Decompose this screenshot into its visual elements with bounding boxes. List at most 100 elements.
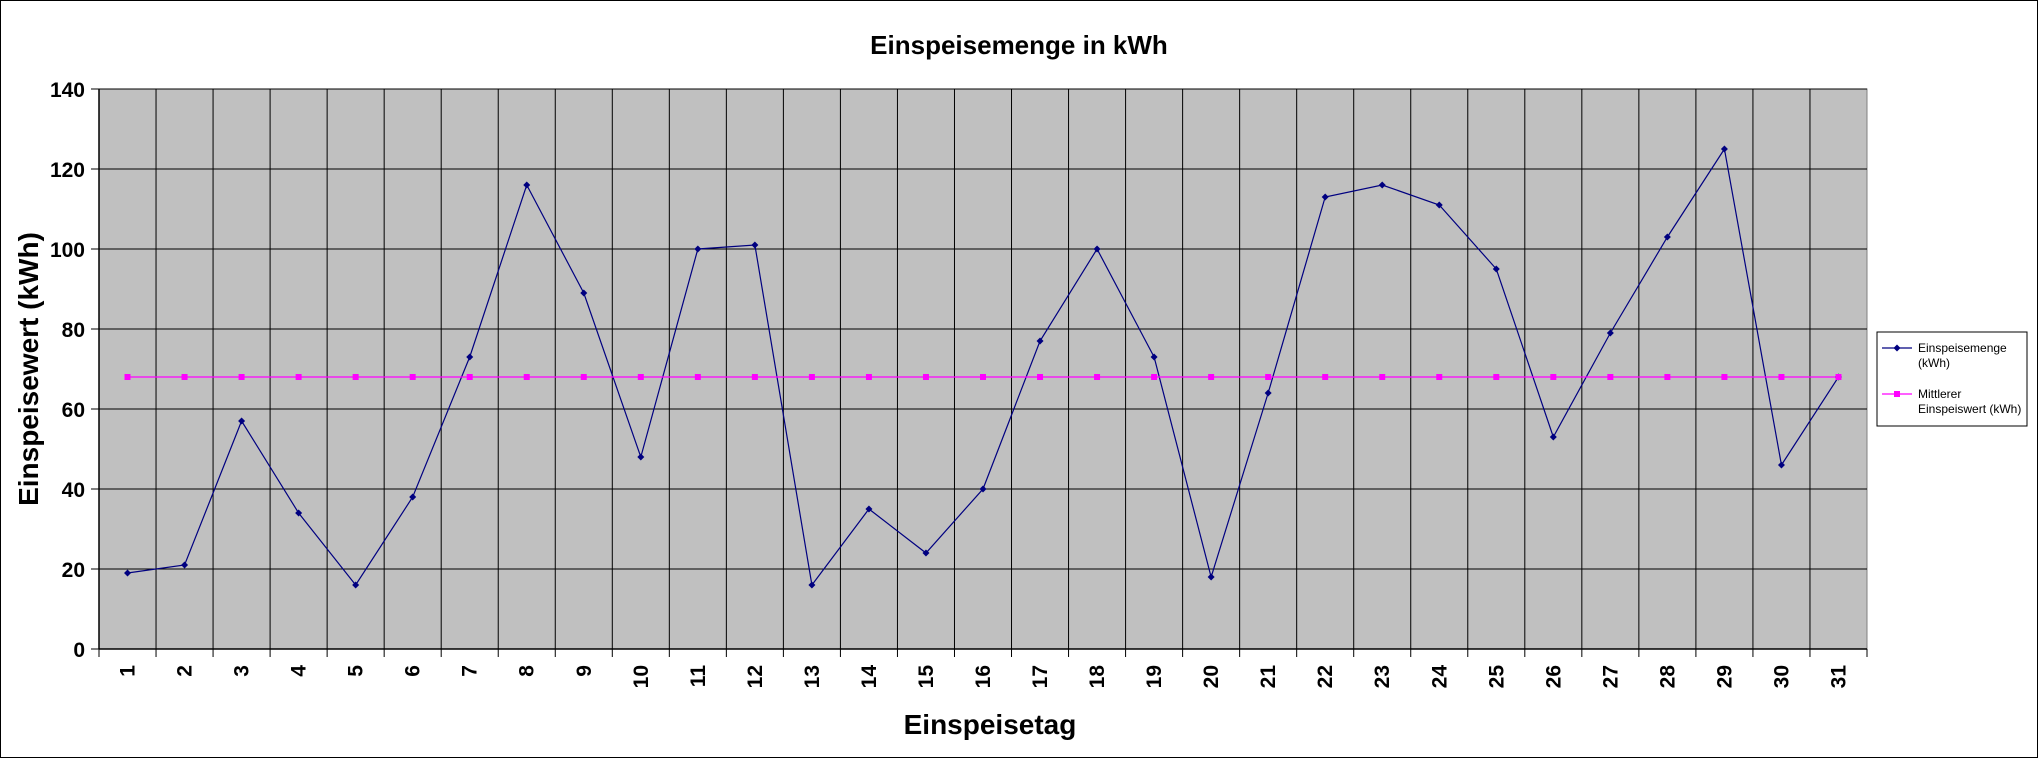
data-point bbox=[1151, 374, 1158, 380]
data-point bbox=[124, 374, 131, 380]
x-tick-label: 14 bbox=[858, 665, 881, 689]
x-tick-label: 27 bbox=[1599, 665, 1622, 688]
x-tick-label: 30 bbox=[1770, 665, 1793, 688]
data-point bbox=[1093, 245, 1101, 253]
y-axis-title: Einspeisewert (kWh) bbox=[13, 232, 44, 506]
plot-area bbox=[98, 88, 1868, 650]
data-point bbox=[808, 374, 815, 380]
data-point bbox=[1436, 374, 1443, 380]
y-tick-label: 120 bbox=[50, 159, 85, 182]
x-tick-label: 4 bbox=[288, 665, 311, 677]
data-point bbox=[751, 241, 759, 249]
data-point bbox=[865, 505, 873, 513]
data-point bbox=[1492, 265, 1500, 273]
data-point bbox=[1321, 193, 1329, 201]
y-tick-label: 20 bbox=[62, 559, 85, 582]
x-tick-label: 22 bbox=[1314, 665, 1337, 688]
data-point bbox=[1549, 433, 1557, 441]
x-tick-label: 18 bbox=[1086, 665, 1109, 689]
x-tick-label: 15 bbox=[915, 665, 938, 689]
data-point bbox=[580, 374, 587, 380]
x-tick-label: 19 bbox=[1143, 665, 1166, 688]
data-point bbox=[523, 374, 530, 380]
y-tick-label: 40 bbox=[62, 479, 85, 502]
legend-label: Einspeisemenge bbox=[1918, 341, 2007, 355]
data-point bbox=[1435, 201, 1443, 209]
data-point bbox=[637, 374, 644, 380]
legend-marker bbox=[1894, 391, 1900, 397]
data-point bbox=[181, 561, 189, 569]
data-point bbox=[181, 374, 188, 380]
data-point bbox=[1264, 389, 1272, 397]
data-point bbox=[352, 374, 359, 380]
x-tick-label: 1 bbox=[117, 665, 140, 677]
data-point bbox=[1663, 233, 1671, 241]
x-tick-label: 8 bbox=[516, 665, 539, 677]
data-point bbox=[979, 485, 987, 493]
data-point bbox=[295, 509, 303, 517]
data-point bbox=[808, 581, 816, 589]
x-tick-label: 20 bbox=[1200, 665, 1223, 688]
y-tick-label: 0 bbox=[73, 639, 85, 662]
data-point bbox=[295, 374, 302, 380]
x-tick-label: 24 bbox=[1428, 665, 1451, 689]
data-point bbox=[1150, 353, 1158, 361]
x-tick-label: 29 bbox=[1713, 665, 1736, 688]
data-point bbox=[980, 374, 986, 380]
data-point bbox=[637, 453, 645, 461]
data-point bbox=[694, 374, 701, 380]
data-point bbox=[466, 374, 473, 380]
legend: Einspeisemenge(kWh) MittlererEinspeiswert… bbox=[1876, 331, 2028, 427]
y-tick-label: 140 bbox=[50, 79, 85, 102]
data-point bbox=[751, 374, 758, 380]
data-point bbox=[238, 417, 246, 425]
x-tick-label: 9 bbox=[573, 665, 596, 677]
data-point bbox=[352, 581, 360, 589]
data-point bbox=[922, 374, 929, 380]
legend-label: Einspeiswert (kWh) bbox=[1918, 402, 2021, 416]
data-point bbox=[409, 493, 417, 501]
data-point bbox=[1322, 374, 1329, 380]
data-point bbox=[1094, 374, 1101, 380]
data-point bbox=[1835, 374, 1842, 380]
x-tick-label: 25 bbox=[1485, 665, 1508, 689]
data-point bbox=[865, 374, 872, 380]
x-tick-label: 11 bbox=[687, 665, 710, 688]
x-tick-label: 2 bbox=[174, 665, 197, 677]
x-tick-label: 3 bbox=[231, 665, 254, 677]
data-point bbox=[1550, 374, 1557, 380]
data-point bbox=[1778, 374, 1785, 380]
data-point bbox=[1036, 337, 1044, 345]
grid-lines bbox=[99, 88, 1867, 649]
x-tick-label: 17 bbox=[1029, 665, 1052, 688]
data-point bbox=[1208, 374, 1215, 380]
x-tick-label: 31 bbox=[1827, 665, 1850, 689]
x-tick-label: 10 bbox=[630, 665, 653, 688]
x-tick-label: 21 bbox=[1257, 665, 1280, 689]
data-point bbox=[1720, 145, 1728, 153]
data-point bbox=[1037, 374, 1044, 380]
x-tick-label: 7 bbox=[459, 665, 482, 677]
data-point bbox=[922, 549, 930, 557]
y-tick-label: 100 bbox=[50, 239, 85, 262]
data-point bbox=[1721, 374, 1728, 380]
x-tick-labels: 1 2 3 4 5 6 7 8 9 10 11 12 13 14 15 16 17 18 19 20 21 22 23 24 2… bbox=[117, 665, 1851, 689]
data-point bbox=[1378, 181, 1386, 189]
data-point bbox=[580, 289, 588, 297]
data-point bbox=[1493, 374, 1500, 380]
data-point bbox=[1777, 461, 1785, 469]
y-tick-label: 80 bbox=[62, 319, 85, 342]
y-tick-label: 60 bbox=[62, 399, 85, 422]
chart-title: Einspeisemenge in kWh bbox=[870, 30, 1168, 60]
x-axis-title: Einspeisetag bbox=[904, 709, 1077, 740]
x-tick-label: 12 bbox=[744, 665, 767, 688]
data-point bbox=[1379, 374, 1386, 380]
x-tick-label: 28 bbox=[1656, 665, 1679, 689]
data-point bbox=[1265, 374, 1272, 380]
data-point bbox=[238, 374, 245, 380]
data-point bbox=[466, 353, 474, 361]
data-point bbox=[1207, 573, 1215, 581]
x-tick-label: 26 bbox=[1542, 665, 1565, 688]
data-point bbox=[694, 245, 702, 253]
